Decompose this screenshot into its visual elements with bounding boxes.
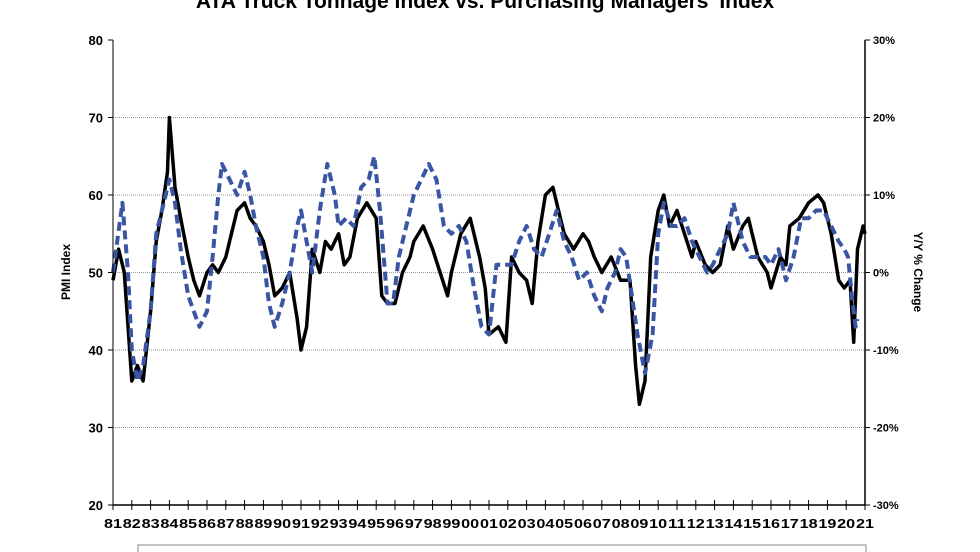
x-tick-label: 88 (236, 516, 254, 531)
x-tick-label: 21 (856, 516, 874, 531)
x-tick-label: 82 (123, 516, 141, 531)
x-tick-label: 94 (348, 516, 367, 531)
x-tick-label: 18 (800, 516, 818, 531)
axes: 20 -30%30 -20%40 -10%50 0%60 10%70 20%80 30%81 8… (89, 33, 899, 531)
x-tick-label: 00 (461, 516, 479, 531)
x-tick-label: 19 (818, 516, 836, 531)
x-tick-label: 95 (367, 516, 385, 531)
x-tick-label: 83 (142, 516, 160, 531)
x-tick-label: 08 (612, 516, 630, 531)
x-tick-label: 13 (706, 516, 724, 531)
legend-box (137, 544, 867, 552)
x-tick-label: 06 (574, 516, 592, 531)
x-tick-label: 87 (217, 516, 235, 531)
x-tick-label: 11 (668, 516, 686, 531)
y-axis-label: PMI Index (59, 244, 73, 300)
y2-tick-label: -20% (873, 423, 899, 435)
x-tick-label: 86 (198, 516, 216, 531)
x-tick-label: 01 (480, 516, 498, 531)
y2-tick-label: -10% (873, 345, 899, 357)
x-tick-label: 04 (536, 516, 555, 531)
x-tick-label: 92 (311, 516, 329, 531)
x-tick-label: 10 (649, 516, 667, 531)
y2-tick-label: -30% (873, 500, 899, 512)
x-tick-label: 17 (781, 516, 799, 531)
y2-tick-label: 20% (873, 113, 895, 125)
x-tick-label: 81 (104, 516, 122, 531)
x-tick-label: 96 (386, 516, 404, 531)
x-tick-label: 97 (405, 516, 423, 531)
x-tick-label: 98 (424, 516, 442, 531)
x-tick-label: 16 (762, 516, 780, 531)
x-tick-label: 93 (330, 516, 348, 531)
x-tick-label: 12 (687, 516, 705, 531)
y-tick-label: 30 (89, 421, 103, 436)
x-tick-label: 02 (499, 516, 517, 531)
chart-title: ATA Truck Tonnage Index vs. Purchasing M… (196, 0, 775, 13)
x-tick-label: 91 (292, 516, 310, 531)
y-tick-label: 50 (89, 266, 103, 281)
x-tick-label: 99 (442, 516, 460, 531)
y-tick-label: 70 (89, 111, 103, 126)
x-tick-label: 05 (555, 516, 573, 531)
y-tick-label: 20 (89, 498, 103, 513)
x-tick-label: 20 (837, 516, 855, 531)
x-tick-label: 15 (743, 516, 761, 531)
series-line-yy-change (111, 154, 860, 383)
y-tick-label: 60 (89, 188, 103, 203)
x-tick-label: 09 (630, 516, 648, 531)
y2-axis-label: Y/Y % Change (911, 232, 925, 313)
x-tick-label: 03 (518, 516, 536, 531)
series-group (111, 115, 867, 407)
y2-tick-label: 0% (873, 268, 889, 280)
y-tick-label: 40 (89, 343, 103, 358)
x-tick-label: 07 (593, 516, 611, 531)
x-tick-label: 85 (179, 516, 197, 531)
gridlines (113, 117, 865, 428)
x-tick-label: 89 (254, 516, 272, 531)
x-tick-label: 84 (160, 516, 179, 531)
series-line-pmi (111, 115, 867, 407)
y2-tick-label: 10% (873, 190, 895, 202)
y2-tick-label: 30% (873, 35, 895, 47)
x-tick-label: 90 (273, 516, 291, 531)
y-tick-label: 80 (89, 33, 103, 48)
x-tick-label: 14 (724, 516, 743, 531)
